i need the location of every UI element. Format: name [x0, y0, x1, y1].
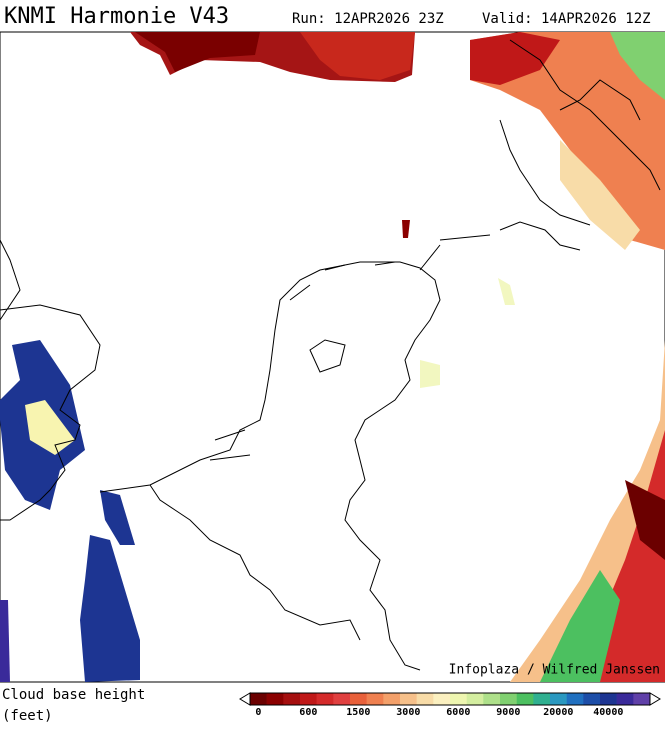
legend-unit: (feet) — [2, 708, 53, 724]
colorbar-cell — [516, 693, 534, 705]
colorbar-cell — [266, 693, 284, 705]
title: KNMI Harmonie V43 — [4, 4, 229, 29]
colorbar-cell — [250, 693, 267, 705]
coastline — [0, 239, 101, 521]
coastline — [209, 429, 251, 461]
coastline — [289, 119, 591, 301]
cloud-field — [610, 32, 665, 100]
colorbar-cell — [466, 693, 484, 705]
cloud-field — [80, 535, 140, 682]
valid-time: Valid: 14APR2026 12Z — [482, 11, 651, 27]
cloud-field — [420, 360, 440, 388]
lake — [309, 339, 346, 373]
cloud-field — [498, 278, 515, 305]
colorbar-label: 9000 — [496, 707, 520, 718]
cloud-field — [135, 32, 260, 72]
colorbar-cell — [433, 693, 451, 705]
cloud-field — [25, 400, 75, 455]
colorbar-label: 20000 — [543, 707, 573, 718]
colorbar-cell — [316, 693, 334, 705]
colorbar-cell — [583, 693, 601, 705]
colorbar-label: 3000 — [396, 707, 420, 718]
colorbar-cell — [550, 693, 567, 705]
colorbar-label: 40000 — [593, 707, 623, 718]
cloud-field — [470, 32, 665, 250]
legend-title: Cloud base height — [2, 687, 145, 703]
colorbar-cell — [450, 693, 467, 705]
coastline — [509, 39, 661, 191]
map — [0, 31, 665, 683]
colorbar-cell — [483, 693, 501, 705]
cloud-field — [560, 430, 665, 682]
colorbar: 0 600 1500 3000 6000 9000 20000 40000 — [239, 692, 661, 718]
colorbar-cell — [500, 693, 517, 705]
colorbar-cell — [400, 693, 417, 705]
cloud-field — [0, 600, 10, 682]
cloud-field — [402, 220, 410, 238]
colorbar-label: 1500 — [346, 707, 370, 718]
colorbar-cell — [333, 693, 351, 705]
colorbar-cell — [366, 693, 384, 705]
colorbar-cell — [350, 693, 367, 705]
colorbar-cell — [416, 693, 434, 705]
colorbar-cell — [300, 693, 317, 705]
cloud-field — [560, 140, 640, 250]
cloud-field — [300, 32, 415, 80]
colorbar-cell — [616, 693, 634, 705]
colorbar-cell — [283, 693, 301, 705]
colorbar-label: 600 — [299, 707, 317, 718]
border — [149, 484, 361, 641]
colorbar-outline — [249, 692, 651, 706]
coastline — [99, 261, 441, 671]
cloud-field — [625, 480, 665, 560]
colorbar-cell — [633, 693, 651, 705]
cloud-field — [540, 570, 620, 682]
cloud-field — [470, 32, 560, 85]
cloud-field — [100, 490, 135, 545]
credit: Infoplaza / Wilfred Janssen — [449, 663, 660, 678]
colorbar-cell — [600, 693, 617, 705]
colorbar-label: 0 — [255, 707, 261, 718]
colorbar-cell — [533, 693, 551, 705]
colorbar-cell — [383, 693, 401, 705]
colorbar-cell — [566, 693, 584, 705]
run-time: Run: 12APR2026 23Z — [292, 11, 444, 27]
colorbar-label: 6000 — [446, 707, 470, 718]
